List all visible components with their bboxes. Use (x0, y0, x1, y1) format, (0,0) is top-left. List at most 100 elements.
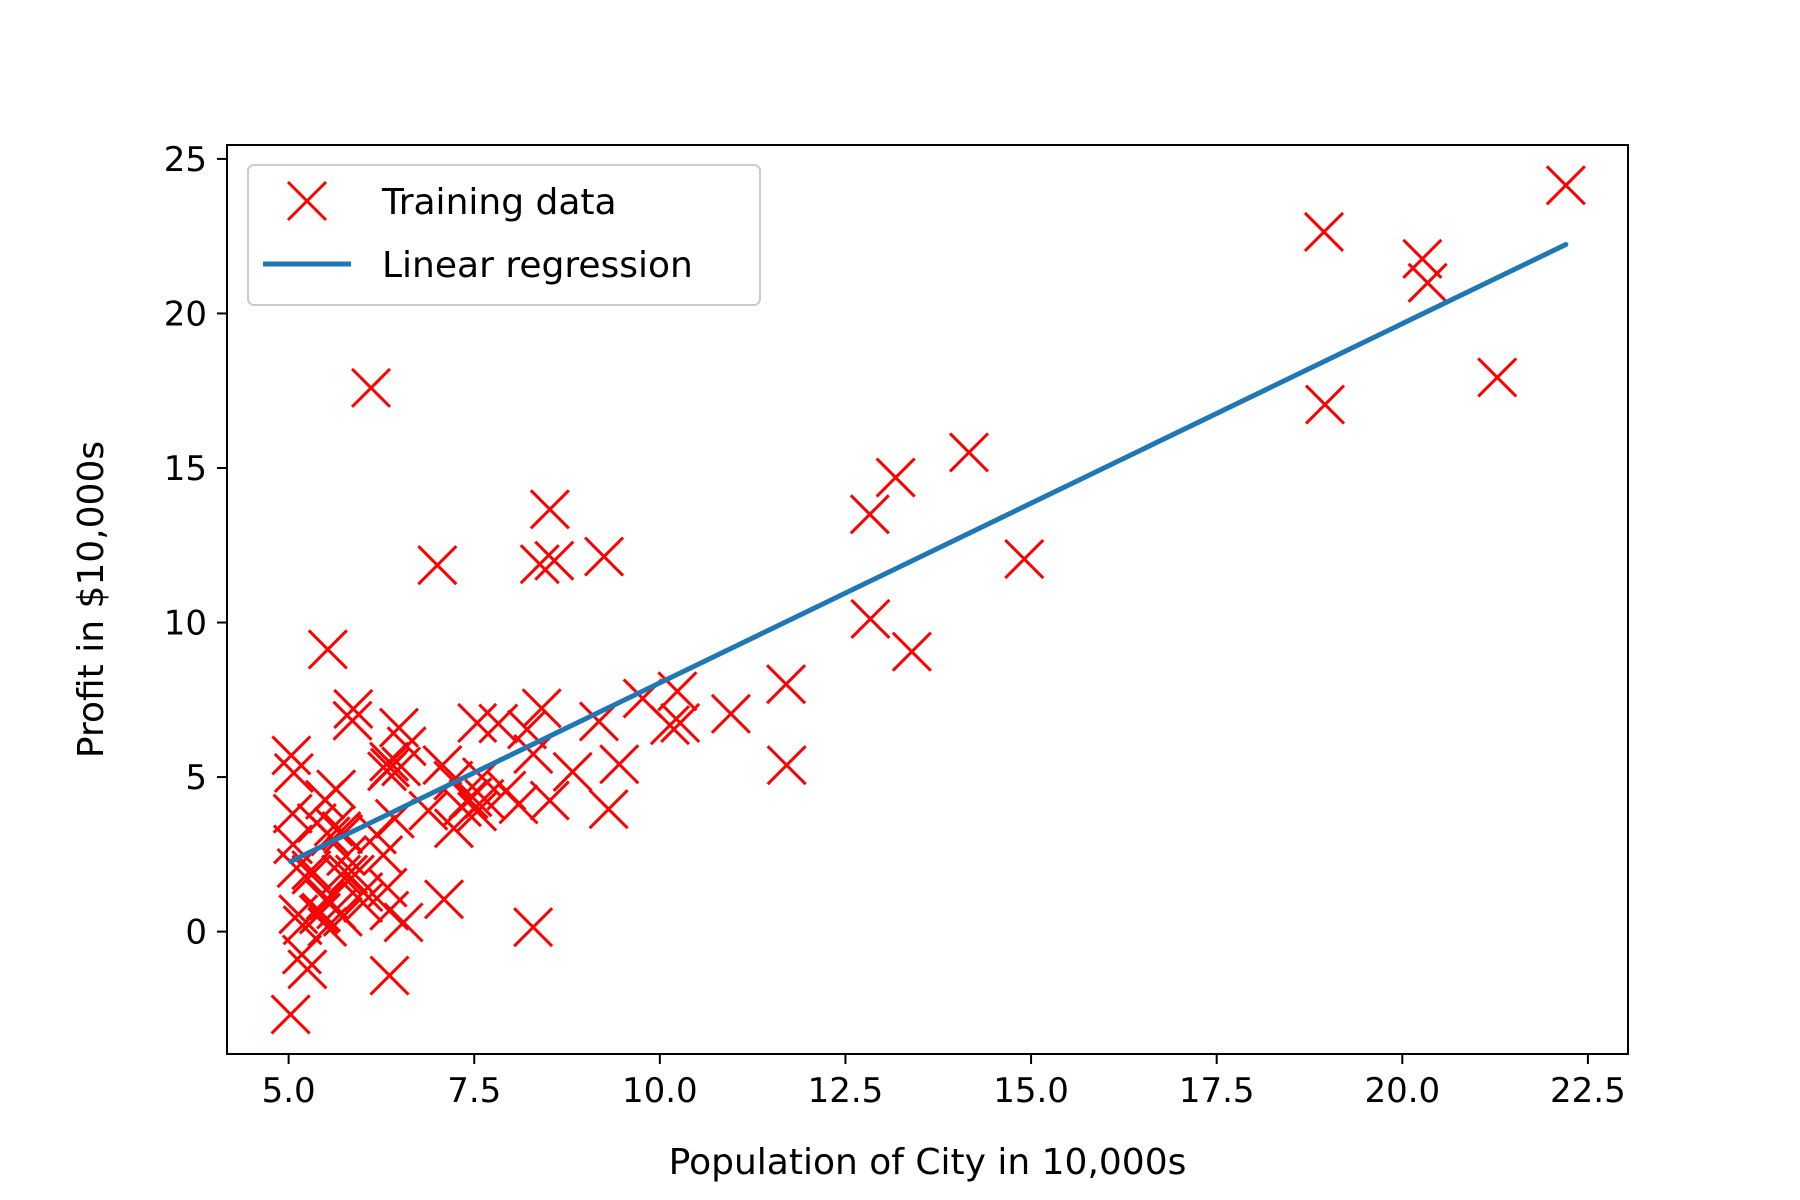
training-data-point (369, 955, 410, 996)
marker-stroke (588, 789, 629, 830)
marker-stroke (272, 824, 314, 865)
marker-stroke (478, 703, 519, 744)
marker-stroke (657, 671, 698, 712)
x-tick-label: 17.5 (1179, 1071, 1255, 1111)
marker-stroke (301, 892, 342, 933)
y-tick-label: 15 (164, 449, 207, 489)
y-tick-label: 25 (164, 140, 207, 180)
training-data-point (270, 994, 311, 1035)
marker-stroke (282, 905, 323, 946)
training-data-point (766, 745, 807, 786)
regression-line (288, 242, 1569, 864)
marker-stroke (552, 751, 593, 792)
legend: Training data Linear regression (247, 164, 761, 306)
marker-stroke (273, 752, 314, 793)
marker-stroke (332, 700, 373, 741)
training-data-point (1304, 384, 1346, 425)
marker-stroke (875, 457, 916, 498)
training-data-point (281, 934, 322, 975)
marker-stroke (660, 702, 701, 743)
marker-stroke (1545, 165, 1586, 206)
marker-stroke (534, 540, 575, 581)
training-data-point (948, 432, 990, 473)
training-data-point (273, 752, 314, 793)
training-data-point (766, 664, 807, 705)
marker-stroke (422, 744, 463, 786)
marker-stroke (291, 850, 332, 891)
marker-stroke (710, 693, 751, 734)
marker-stroke (850, 598, 891, 639)
x-tick-label: 12.5 (808, 1071, 884, 1111)
y-tick-label: 0 (185, 913, 207, 953)
training-data-point (1407, 262, 1448, 303)
marker-stroke (1004, 538, 1045, 580)
training-data-point (343, 872, 384, 913)
training-data-point (513, 734, 554, 775)
marker-stroke (342, 882, 384, 924)
legend-training-marker (286, 180, 328, 222)
y-axis-title: Profit in $10,000s (71, 441, 112, 758)
marker-stroke (356, 814, 397, 855)
marker-stroke (270, 994, 311, 1035)
marker-stroke (529, 489, 570, 530)
training-data-point (328, 854, 369, 895)
marker-stroke (369, 890, 410, 931)
marker-stroke (350, 367, 392, 408)
plot-area (270, 165, 1586, 1035)
marker-stroke (369, 741, 410, 782)
training-data-point (291, 854, 332, 895)
marker-stroke (457, 791, 498, 832)
training-data-point (301, 892, 342, 933)
training-data-point (534, 540, 575, 581)
legend-frame (247, 164, 761, 306)
marker-stroke (378, 707, 420, 748)
training-data-point (369, 890, 410, 931)
marker-stroke (383, 902, 424, 943)
marker-stroke (287, 949, 328, 990)
legend-marker-x (286, 180, 328, 222)
marker-stroke (281, 934, 322, 975)
training-data-point (369, 741, 410, 782)
marker-stroke (316, 769, 357, 810)
training-data-point (367, 751, 408, 792)
y-axis: 0 5 10 15 20 25 (164, 140, 227, 953)
marker-stroke (1304, 384, 1346, 425)
training-data-point (1004, 538, 1045, 580)
marker-stroke (529, 780, 570, 821)
training-data-point (529, 780, 570, 821)
plot-frame (226, 144, 1629, 1055)
marker-stroke (441, 787, 483, 828)
x-tick-label: 20.0 (1364, 1071, 1440, 1111)
training-data-point (521, 688, 562, 729)
x-axis: 5.0 7.5 10.0 12.5 15.0 17.5 20.0 22.5 (262, 1054, 1626, 1111)
x-tick-label: 7.5 (447, 1071, 501, 1111)
marker-stroke (328, 854, 369, 895)
marker-stroke (506, 709, 548, 750)
marker-stroke (369, 955, 410, 996)
training-data-point (408, 790, 449, 831)
training-data-point (660, 702, 701, 743)
training-data-point (332, 700, 373, 741)
marker-stroke (381, 746, 422, 787)
marker-stroke (891, 631, 932, 672)
training-data-point (423, 879, 465, 920)
training-data-point (1402, 238, 1443, 279)
marker-stroke (464, 778, 505, 819)
training-data-point (875, 457, 916, 498)
training-data-point (588, 789, 629, 830)
training-data-point (850, 598, 891, 639)
marker-stroke (363, 835, 404, 876)
training-data-point (478, 703, 519, 744)
x-axis-title: Population of City in 10,000s (669, 1142, 1187, 1183)
marker-stroke (291, 854, 332, 895)
training-data-point (457, 791, 498, 832)
training-data-point (583, 536, 625, 577)
marker-stroke (513, 734, 554, 775)
marker-stroke (272, 793, 313, 834)
marker-stroke (513, 907, 554, 948)
marker-stroke (766, 745, 807, 786)
x-tick-label: 5.0 (262, 1071, 316, 1111)
training-data-point (849, 494, 890, 535)
legend-training-label: Training data (381, 182, 617, 223)
marker-stroke (498, 784, 539, 825)
